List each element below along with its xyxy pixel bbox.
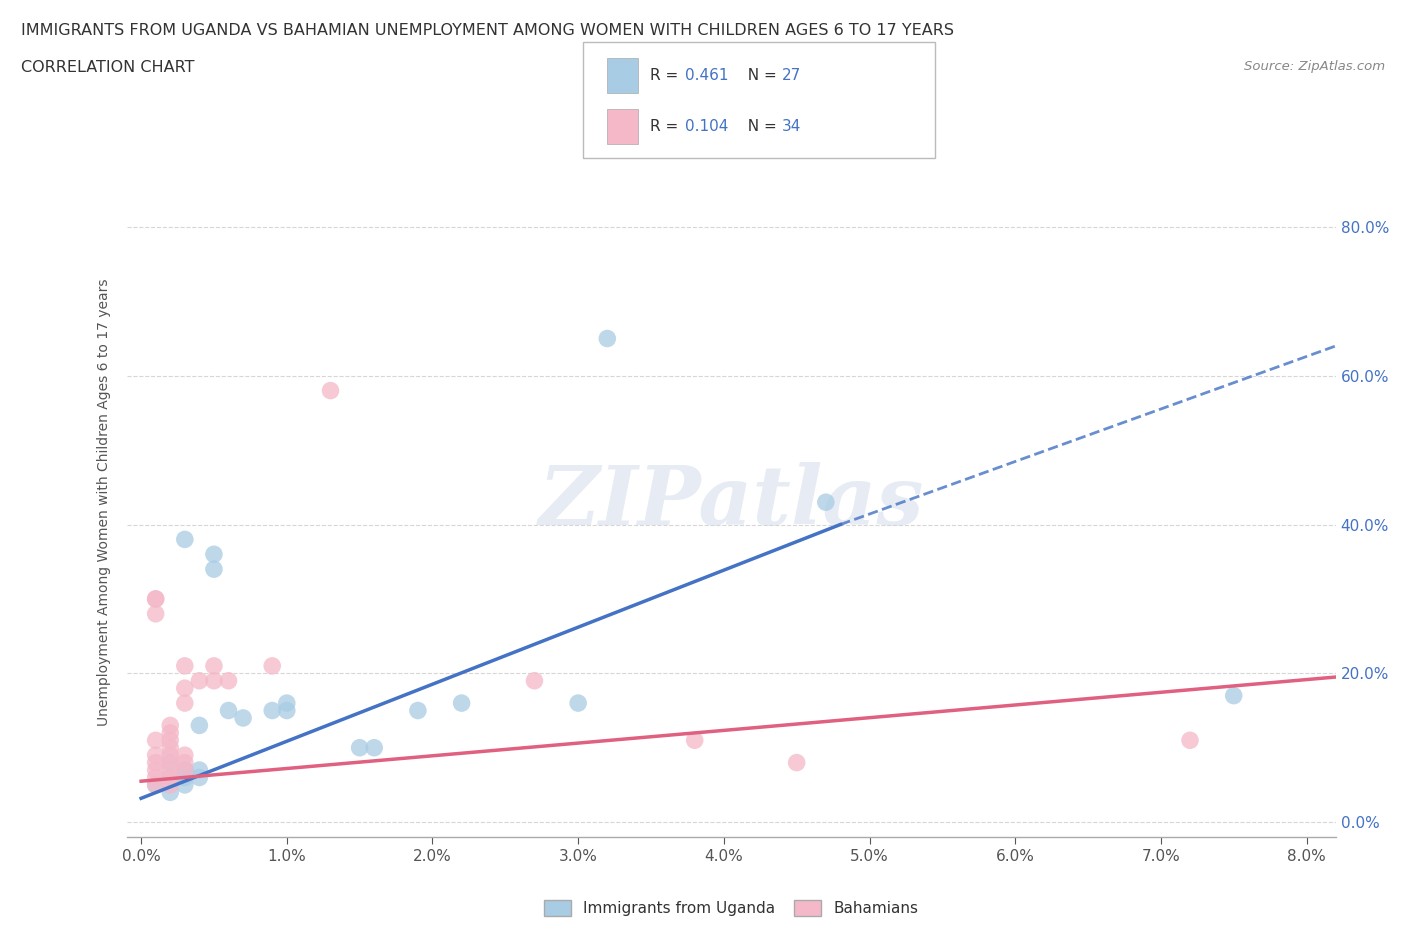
Text: 0.461: 0.461 bbox=[685, 68, 728, 83]
Point bbox=[173, 763, 195, 777]
Point bbox=[159, 733, 181, 748]
Point bbox=[188, 770, 211, 785]
Point bbox=[349, 740, 371, 755]
Point bbox=[450, 696, 472, 711]
Point bbox=[159, 785, 181, 800]
Point bbox=[159, 740, 181, 755]
Point bbox=[145, 777, 167, 792]
Point bbox=[683, 733, 706, 748]
Y-axis label: Unemployment Among Women with Children Ages 6 to 17 years: Unemployment Among Women with Children A… bbox=[97, 278, 111, 726]
Point bbox=[173, 532, 195, 547]
Text: R =: R = bbox=[650, 119, 683, 134]
Text: 0.104: 0.104 bbox=[685, 119, 728, 134]
Text: Source: ZipAtlas.com: Source: ZipAtlas.com bbox=[1244, 60, 1385, 73]
Text: IMMIGRANTS FROM UGANDA VS BAHAMIAN UNEMPLOYMENT AMONG WOMEN WITH CHILDREN AGES 6: IMMIGRANTS FROM UGANDA VS BAHAMIAN UNEMP… bbox=[21, 23, 955, 38]
Point bbox=[218, 673, 240, 688]
Point bbox=[145, 591, 167, 606]
Point bbox=[232, 711, 254, 725]
Point bbox=[159, 725, 181, 740]
Point bbox=[159, 755, 181, 770]
Point bbox=[262, 703, 284, 718]
Point bbox=[145, 748, 167, 763]
Point bbox=[173, 777, 195, 792]
Text: N =: N = bbox=[738, 68, 782, 83]
Point bbox=[145, 763, 167, 777]
Point bbox=[262, 658, 284, 673]
Point bbox=[173, 696, 195, 711]
Point bbox=[188, 763, 211, 777]
Point bbox=[159, 748, 181, 763]
Point bbox=[173, 748, 195, 763]
Point bbox=[202, 658, 225, 673]
Text: 34: 34 bbox=[782, 119, 801, 134]
Point bbox=[1178, 733, 1201, 748]
Legend: Immigrants from Uganda, Bahamians: Immigrants from Uganda, Bahamians bbox=[544, 900, 918, 916]
Point bbox=[202, 562, 225, 577]
Point bbox=[173, 763, 195, 777]
Point bbox=[145, 777, 167, 792]
Text: 27: 27 bbox=[782, 68, 801, 83]
Point bbox=[814, 495, 837, 510]
Point bbox=[188, 673, 211, 688]
Point bbox=[276, 703, 298, 718]
Point bbox=[159, 755, 181, 770]
Point bbox=[145, 733, 167, 748]
Point bbox=[173, 681, 195, 696]
Point bbox=[145, 770, 167, 785]
Text: R =: R = bbox=[650, 68, 683, 83]
Point bbox=[145, 606, 167, 621]
Point bbox=[159, 770, 181, 785]
Point bbox=[173, 770, 195, 785]
Point bbox=[159, 777, 181, 792]
Point bbox=[145, 591, 167, 606]
Text: N =: N = bbox=[738, 119, 782, 134]
Point bbox=[188, 718, 211, 733]
Point bbox=[523, 673, 546, 688]
Point bbox=[173, 658, 195, 673]
Text: ZIPatlas: ZIPatlas bbox=[538, 462, 924, 542]
Point bbox=[173, 755, 195, 770]
Point bbox=[567, 696, 589, 711]
Point bbox=[276, 696, 298, 711]
Point bbox=[786, 755, 808, 770]
Point bbox=[406, 703, 429, 718]
Point bbox=[173, 763, 195, 777]
Text: CORRELATION CHART: CORRELATION CHART bbox=[21, 60, 194, 75]
Point bbox=[145, 755, 167, 770]
Point bbox=[596, 331, 619, 346]
Point bbox=[1222, 688, 1244, 703]
Point bbox=[363, 740, 385, 755]
Point bbox=[218, 703, 240, 718]
Point bbox=[159, 718, 181, 733]
Point bbox=[202, 547, 225, 562]
Point bbox=[202, 673, 225, 688]
Point bbox=[159, 770, 181, 785]
Point bbox=[319, 383, 342, 398]
Point bbox=[159, 763, 181, 777]
